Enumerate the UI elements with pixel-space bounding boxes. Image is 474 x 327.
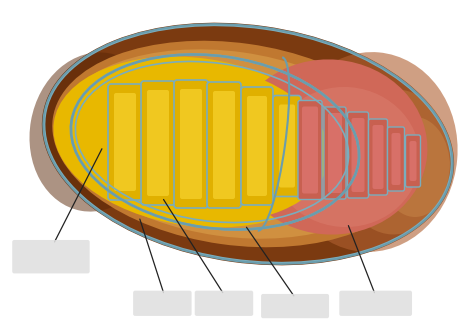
FancyBboxPatch shape	[368, 119, 388, 195]
FancyBboxPatch shape	[207, 82, 241, 208]
FancyBboxPatch shape	[195, 291, 253, 316]
FancyBboxPatch shape	[133, 291, 191, 316]
FancyBboxPatch shape	[392, 133, 401, 185]
Ellipse shape	[283, 52, 457, 252]
Ellipse shape	[59, 49, 401, 239]
FancyBboxPatch shape	[12, 240, 90, 273]
Ellipse shape	[380, 117, 450, 217]
FancyBboxPatch shape	[273, 95, 301, 197]
FancyBboxPatch shape	[324, 107, 346, 199]
Ellipse shape	[270, 87, 420, 227]
Ellipse shape	[233, 60, 428, 234]
FancyBboxPatch shape	[108, 84, 142, 200]
FancyBboxPatch shape	[328, 113, 342, 193]
FancyBboxPatch shape	[141, 81, 175, 205]
FancyBboxPatch shape	[410, 141, 417, 181]
Ellipse shape	[42, 23, 454, 265]
Ellipse shape	[54, 57, 337, 228]
FancyBboxPatch shape	[302, 107, 318, 194]
FancyBboxPatch shape	[405, 135, 420, 187]
FancyBboxPatch shape	[174, 80, 208, 208]
FancyBboxPatch shape	[213, 91, 235, 199]
FancyBboxPatch shape	[388, 127, 404, 191]
FancyBboxPatch shape	[339, 291, 412, 316]
FancyBboxPatch shape	[247, 96, 267, 196]
Ellipse shape	[340, 90, 450, 234]
FancyBboxPatch shape	[347, 112, 368, 198]
FancyBboxPatch shape	[241, 87, 273, 205]
FancyBboxPatch shape	[261, 294, 329, 318]
Ellipse shape	[52, 41, 418, 247]
FancyBboxPatch shape	[373, 125, 383, 189]
FancyBboxPatch shape	[352, 118, 365, 192]
Ellipse shape	[29, 52, 161, 212]
Ellipse shape	[61, 61, 329, 222]
FancyBboxPatch shape	[180, 89, 202, 199]
FancyBboxPatch shape	[114, 93, 136, 191]
FancyBboxPatch shape	[298, 100, 322, 199]
FancyBboxPatch shape	[279, 105, 295, 187]
FancyBboxPatch shape	[147, 90, 169, 196]
